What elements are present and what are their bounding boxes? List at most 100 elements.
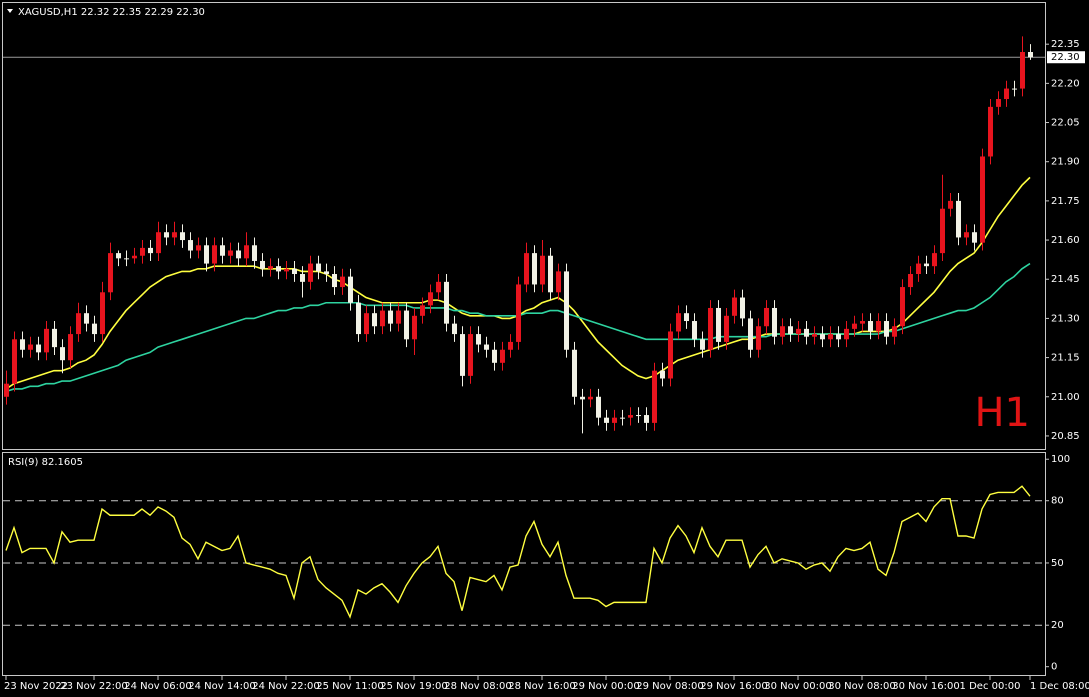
candle-body-down [236, 250, 241, 259]
candle-body-down [924, 263, 929, 267]
candle-body-up [796, 328, 801, 335]
candle-body-down [404, 310, 409, 340]
candle-body-down [564, 271, 569, 350]
candle-body-up [876, 321, 881, 332]
candle-body-up [948, 200, 953, 209]
candle-body-down [180, 232, 185, 241]
candle-body-down [532, 253, 537, 285]
candle-body-down [476, 334, 481, 345]
candle-body-up [364, 313, 369, 335]
x-tick-label: 24 Nov 22:00 [252, 681, 319, 692]
candle-body-up [100, 292, 105, 335]
candle-body-up [628, 415, 633, 418]
candle-body-up [436, 281, 441, 293]
candle-body-up [916, 263, 921, 275]
candle-body-up [524, 253, 529, 285]
x-tick-label: 25 Nov 19:00 [380, 681, 447, 692]
candle-body-down [60, 347, 65, 361]
x-tick-label: 30 Nov 08:00 [828, 681, 895, 692]
candle-body-down [252, 245, 257, 261]
candle-body-up [756, 326, 761, 350]
candle-body-up [1020, 52, 1025, 89]
y-tick-label: 21.15 [1051, 353, 1080, 364]
y-tick-label: 80 [1051, 496, 1064, 507]
y-tick-label: 50 [1051, 558, 1064, 569]
x-tick-label: 29 Nov 16:00 [700, 681, 767, 692]
candle-body-up [4, 383, 9, 397]
x-tick-label: 24 Nov 14:00 [188, 681, 255, 692]
candle-body-up [44, 328, 49, 353]
candle-body-down [356, 302, 361, 335]
y-tick-label: 21.60 [1051, 235, 1080, 246]
candle-body-up [68, 334, 73, 361]
candle-body-up [860, 321, 865, 324]
candle-body-up [212, 245, 217, 264]
y-tick-label: 21.90 [1051, 157, 1080, 168]
candle-body-down [580, 396, 585, 400]
candle-body-up [980, 156, 985, 243]
candle-body-down [692, 321, 697, 340]
x-tick-label: 28 Nov 08:00 [444, 681, 511, 692]
x-tick-label: 30 Nov 16:00 [892, 681, 959, 692]
candle-body-down [52, 328, 57, 348]
candle-body-down [324, 271, 329, 275]
candle-body-up [420, 305, 425, 316]
candle-body-up [156, 232, 161, 254]
y-tick-label: 21.75 [1051, 196, 1080, 207]
candle-body-down [460, 334, 465, 376]
candle-body-down [772, 307, 777, 337]
candle-body-up [996, 99, 1001, 107]
candle-body-up [908, 274, 913, 288]
candle-body-up [284, 268, 289, 272]
candle-body-up [428, 292, 433, 306]
candle-body-down [372, 313, 377, 327]
y-tick-label: 20.85 [1051, 431, 1080, 442]
x-tick-label: 23 Nov 2022 [4, 681, 68, 692]
menu-arrow[interactable] [7, 9, 13, 13]
x-tick-label: 29 Nov 08:00 [636, 681, 703, 692]
candle-body-up [228, 250, 233, 256]
x-tick-label: 23 Nov 22:00 [60, 681, 127, 692]
candle-body-up [412, 315, 417, 340]
chart-title: XAGUSD,H1 22.32 22.35 22.29 22.30 [18, 7, 205, 18]
candle-body-down [300, 274, 305, 282]
candle-body-down [164, 232, 169, 238]
candle-body-up [516, 284, 521, 342]
candle-body-up [732, 297, 737, 316]
y-tick-label: 0 [1051, 662, 1057, 673]
y-tick-label: 100 [1051, 454, 1070, 465]
candle-body-down [492, 349, 497, 363]
candle-body-down [452, 323, 457, 335]
candle-body-down [292, 268, 297, 275]
x-tick-label: 29 Nov 00:00 [572, 681, 639, 692]
y-tick-label: 22.20 [1051, 78, 1080, 89]
candle-body-up [588, 396, 593, 400]
candle-body-up [708, 307, 713, 350]
x-tick-label: 1 Dec 00:00 [960, 681, 1021, 692]
candle-body-down [788, 326, 793, 335]
candle-body-doji [124, 258, 129, 260]
candle-body-down [748, 318, 753, 350]
candle-body-up [988, 106, 993, 157]
candle-body-down [220, 245, 225, 256]
candle-body-down [84, 313, 89, 324]
candle-body-up [268, 266, 273, 269]
candle-body-up [964, 232, 969, 238]
candle-body-down [20, 339, 25, 350]
candle-body-down [660, 370, 665, 379]
candle-body-down [956, 200, 961, 238]
candle-body-down [276, 266, 281, 272]
candle-body-down [804, 328, 809, 337]
candle-body-down [972, 232, 977, 243]
current-price-label: 22.30 [1051, 52, 1080, 63]
x-tick-label: 25 Nov 11:00 [316, 681, 383, 692]
candle-body-up [940, 208, 945, 254]
candle-body-down [596, 396, 601, 418]
candle-body-up [932, 253, 937, 267]
candle-body-up [900, 287, 905, 327]
candle-body-up [540, 255, 545, 285]
candle-body-down [820, 334, 825, 340]
candle-body-up [468, 334, 473, 376]
candle-body-up [764, 307, 769, 327]
